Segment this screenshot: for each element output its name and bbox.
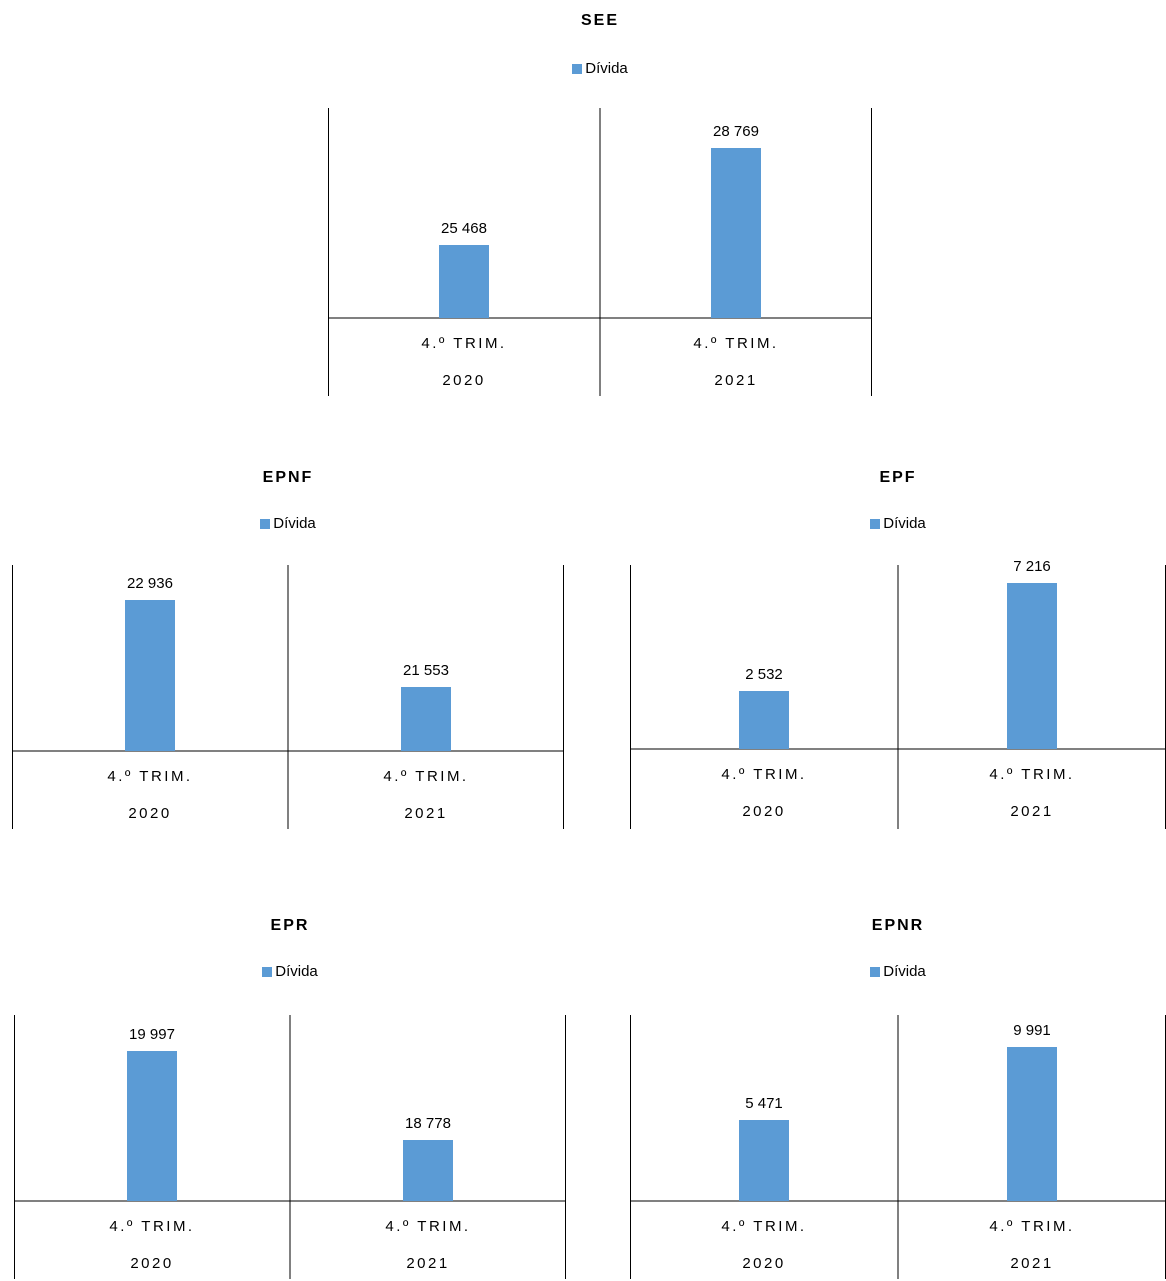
x-tick-label: 2020 <box>742 1255 785 1272</box>
bar-2021 <box>403 1140 453 1201</box>
legend: Dívida <box>14 963 566 980</box>
x-tick-label: 2020 <box>742 803 785 820</box>
x-tick-label: 4.º TRIM. <box>693 335 778 352</box>
bar-2021 <box>711 148 761 318</box>
chart-title: EPR <box>270 917 310 934</box>
plot-area: 25 468 4.º TRIM. 2020 28 769 4.º TRIM. 2021 <box>328 108 872 396</box>
bar-2020 <box>127 1051 177 1201</box>
x-tick-label: 2020 <box>442 372 485 389</box>
legend-label: Dívida <box>585 60 628 77</box>
data-label: 21 553 <box>403 662 449 679</box>
chart-title: EPNR <box>871 917 925 934</box>
legend-label: Dívida <box>883 515 926 532</box>
x-tick-label: 4.º TRIM. <box>721 766 806 783</box>
x-tick-label: 4.º TRIM. <box>385 1218 470 1235</box>
x-tick-label: 4.º TRIM. <box>989 766 1074 783</box>
chart-epnf: EPNF Dívida 22 936 4.º TRIM. 2020 21 553 4.º… <box>12 455 564 835</box>
bar-2020 <box>439 245 489 318</box>
data-label: 22 936 <box>127 575 173 592</box>
legend-swatch <box>870 519 881 529</box>
legend: Dívida <box>630 515 1166 532</box>
x-tick-label: 2021 <box>714 372 757 389</box>
legend-swatch <box>260 519 271 529</box>
legend: Dívida <box>630 963 1166 980</box>
chart-title: EPNF <box>262 469 314 486</box>
x-tick-label: 4.º TRIM. <box>721 1218 806 1235</box>
chart-epnr: EPNR Dívida 5 471 4.º TRIM. 2020 9 991 4.º T… <box>630 903 1166 1281</box>
data-label: 18 778 <box>405 1115 451 1132</box>
x-tick-label: 4.º TRIM. <box>421 335 506 352</box>
data-label: 25 468 <box>441 220 487 237</box>
bar-2020 <box>739 1120 789 1201</box>
chart-see: SEE Dívida 25 468 4.º TRIM. 2020 28 769 4.º … <box>328 0 872 400</box>
data-label: 2 532 <box>745 666 783 683</box>
x-tick-label: 2021 <box>404 805 447 822</box>
x-tick-label: 2021 <box>406 1255 449 1272</box>
plot-area: 5 471 4.º TRIM. 2020 9 991 4.º TRIM. 2021 <box>630 1015 1166 1279</box>
x-tick-label: 2021 <box>1010 803 1053 820</box>
x-tick-label: 4.º TRIM. <box>107 768 192 785</box>
legend: Dívida <box>12 515 564 532</box>
x-tick-label: 4.º TRIM. <box>989 1218 1074 1235</box>
data-label: 19 997 <box>129 1026 175 1043</box>
x-tick-label: 2021 <box>1010 1255 1053 1272</box>
x-tick-label: 4.º TRIM. <box>109 1218 194 1235</box>
legend-label: Dívida <box>273 515 316 532</box>
legend-label: Dívida <box>275 963 318 980</box>
plot-area: 22 936 4.º TRIM. 2020 21 553 4.º TRIM. 2021 <box>12 565 564 829</box>
legend-swatch <box>572 64 583 74</box>
x-tick-label: 4.º TRIM. <box>383 768 468 785</box>
data-label: 28 769 <box>713 123 759 140</box>
chart-epr: EPR Dívida 19 997 4.º TRIM. 2020 18 778 4.º … <box>14 903 566 1281</box>
bar-2020 <box>739 691 789 749</box>
legend-swatch <box>870 967 881 977</box>
data-label: 5 471 <box>745 1095 783 1112</box>
chart-title: SEE <box>580 12 619 29</box>
chart-title: EPF <box>879 469 917 486</box>
plot-area: 19 997 4.º TRIM. 2020 18 778 4.º TRIM. 2021 <box>14 1015 566 1279</box>
x-tick-label: 2020 <box>130 1255 173 1272</box>
legend-swatch <box>262 967 273 977</box>
bar-2021 <box>1007 1047 1057 1201</box>
data-label: 7 216 <box>1013 558 1051 575</box>
legend-label: Dívida <box>883 963 926 980</box>
plot-area: 2 532 4.º TRIM. 2020 7 216 4.º TRIM. 2021 <box>630 558 1166 829</box>
bar-2020 <box>125 600 175 751</box>
x-tick-label: 2020 <box>128 805 171 822</box>
bar-2021 <box>401 687 451 751</box>
legend: Dívida <box>328 60 872 77</box>
data-label: 9 991 <box>1013 1022 1051 1039</box>
bar-2021 <box>1007 583 1057 749</box>
chart-epf: EPF Dívida 2 532 4.º TRIM. 2020 7 216 4.º TR… <box>630 455 1166 835</box>
